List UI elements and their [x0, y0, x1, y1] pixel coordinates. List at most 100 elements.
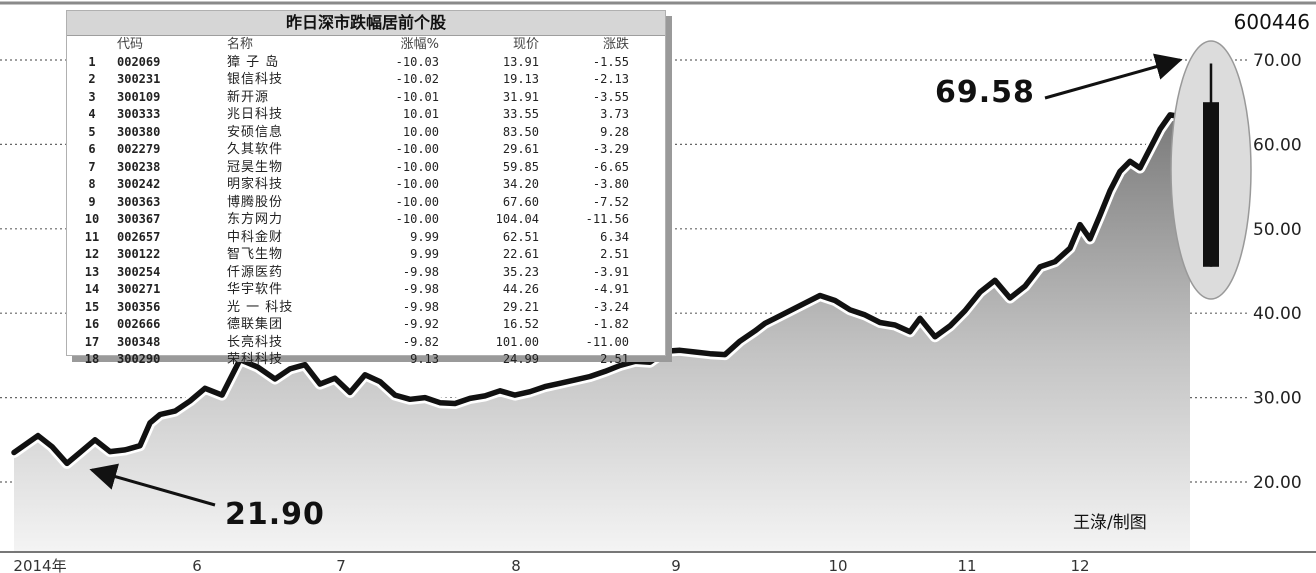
header-blank	[67, 36, 117, 54]
price-cell: 83.50	[502, 124, 539, 139]
price-cell: 22.61	[502, 247, 539, 261]
row-index: 12	[84, 247, 100, 261]
table-row: 17 300348 长亮科技 -9.82 101.00 -11.00	[67, 334, 665, 352]
table-header-row: 代码 名称 涨幅% 现价 涨跌	[67, 36, 665, 54]
change-cell: -3.29	[592, 142, 629, 156]
decliners-table: 昨日深市跌幅居前个股 代码 名称 涨幅% 现价 涨跌 1 002069 獐 子 岛 -…	[66, 10, 666, 367]
stock-name-cell: 德联集团	[227, 317, 284, 332]
table-row: 14 300271 华宇软件 -9.98 44.26 -4.91	[67, 281, 665, 299]
stock-code-cell: 300231	[117, 72, 161, 86]
header-change: 涨跌	[602, 37, 629, 52]
table-row: 10 300367 东方网力 -10.00 104.04 -11.56	[67, 211, 665, 229]
change-cell: -7.52	[592, 194, 629, 209]
stock-code-cell: 300254	[117, 264, 161, 279]
price-area	[14, 114, 1190, 553]
table-row: 1 002069 獐 子 岛 -10.03 13.91 -1.55	[67, 54, 665, 72]
table-row: 6 002279 久其软件 -10.00 29.61 -3.29	[67, 141, 665, 159]
change-pct-cell: 9.99	[410, 247, 439, 261]
table-row: 18 300290 荣科科技 9.13 24.99 2.51	[67, 351, 665, 369]
price-cell: 44.26	[502, 282, 539, 296]
change-cell: 9.28	[600, 124, 629, 139]
price-cell: 35.23	[502, 264, 539, 279]
change-cell: -3.80	[592, 177, 629, 191]
candle-body	[1203, 102, 1219, 267]
x-tick-label: 10	[828, 557, 847, 573]
table-row: 13 300254 仟源医药 -9.98 35.23 -3.91	[67, 264, 665, 282]
stock-code-cell: 002657	[117, 229, 161, 244]
price-cell: 31.91	[502, 89, 539, 104]
candle-callout	[1170, 40, 1252, 300]
stock-code-cell: 300356	[117, 299, 161, 314]
stock-code-cell: 300380	[117, 124, 161, 139]
y-tick-label: 70.00	[1253, 51, 1302, 71]
row-index: 10	[84, 212, 100, 226]
change-pct-cell: -9.92	[402, 317, 439, 331]
stock-code-cell: 300242	[117, 177, 161, 191]
change-pct-cell: 10.01	[402, 107, 439, 121]
change-cell: -1.82	[592, 317, 629, 331]
price-cell: 104.04	[495, 212, 539, 226]
change-pct-cell: -9.98	[402, 264, 439, 279]
stock-code-cell: 002666	[117, 317, 161, 331]
y-axis-labels: 20.00 30.00 40.00 50.00 60.00 70.00	[1253, 51, 1302, 493]
header-price: 现价	[512, 37, 539, 52]
table-row: 12 300122 智飞生物 9.99 22.61 2.51	[67, 246, 665, 264]
change-cell: -11.00	[585, 334, 629, 349]
price-cell: 29.21	[502, 299, 539, 314]
stock-code-cell: 300363	[117, 194, 161, 209]
credit-text: 王淥/制图	[1073, 513, 1147, 533]
x-tick-label: 6	[192, 557, 202, 573]
low-price-label: 21.90	[225, 497, 325, 532]
stock-name-cell: 安硕信息	[227, 124, 284, 140]
table-row: 11 002657 中科金财 9.99 62.51 6.34	[67, 229, 665, 247]
header-code: 代码	[117, 37, 144, 52]
row-index: 7	[88, 159, 96, 174]
stock-code-cell: 002279	[117, 142, 161, 156]
stock-code-cell: 300348	[117, 334, 161, 349]
stock-name-cell: 明家科技	[227, 177, 284, 192]
change-pct-cell: 9.99	[410, 229, 439, 244]
row-index: 15	[84, 299, 100, 314]
change-pct-cell: -10.00	[395, 177, 439, 191]
table-row: 5 300380 安硕信息 10.00 83.50 9.28	[67, 124, 665, 142]
change-pct-cell: -10.00	[395, 194, 439, 209]
change-pct-cell: -10.02	[395, 72, 439, 86]
table-row: 4 300333 兆日科技 10.01 33.55 3.73	[67, 106, 665, 124]
row-index: 18	[84, 352, 100, 366]
price-area-fill	[14, 114, 1190, 553]
row-index: 2	[88, 72, 96, 86]
change-cell: -11.56	[585, 212, 629, 226]
row-index: 9	[88, 194, 96, 209]
x-tick-label: 8	[511, 557, 521, 573]
stock-name-cell: 银信科技	[227, 72, 284, 87]
change-pct-cell: -10.00	[395, 212, 439, 226]
change-cell: -1.55	[592, 54, 629, 69]
stock-name-cell: 中科金财	[227, 229, 284, 245]
stock-name-cell: 仟源医药	[227, 264, 284, 280]
stock-code-cell: 002069	[117, 54, 161, 69]
change-cell: -3.91	[592, 264, 629, 279]
table-title: 昨日深市跌幅居前个股	[67, 11, 665, 36]
change-cell: -3.55	[592, 89, 629, 104]
stock-name-cell: 獐 子 岛	[227, 54, 280, 70]
price-cell: 67.60	[502, 194, 539, 209]
stock-code-cell: 300367	[117, 212, 161, 226]
y-tick-label: 40.00	[1253, 304, 1302, 324]
stock-code: 600446	[1233, 10, 1310, 34]
x-tick-label: 2014年	[13, 557, 66, 573]
price-cell: 19.13	[502, 72, 539, 86]
x-tick-label: 12	[1070, 557, 1089, 573]
table-row: 9 300363 博腾股份 -10.00 67.60 -7.52	[67, 194, 665, 212]
change-pct-cell: -10.01	[395, 89, 439, 104]
stock-name-cell: 智飞生物	[227, 247, 284, 262]
price-cell: 16.52	[502, 317, 539, 331]
x-axis-labels: 2014年 6 7 8 9 10 11 12	[13, 557, 1089, 573]
row-index: 11	[84, 229, 100, 244]
change-pct-cell: 9.13	[410, 352, 439, 366]
stock-name-cell: 兆日科技	[227, 107, 284, 122]
table-row: 7 300238 冠昊生物 -10.00 59.85 -6.65	[67, 159, 665, 177]
table-row: 16 002666 德联集团 -9.92 16.52 -1.82	[67, 316, 665, 334]
change-pct-cell: -9.98	[402, 282, 439, 296]
change-pct-cell: -10.00	[395, 159, 439, 174]
